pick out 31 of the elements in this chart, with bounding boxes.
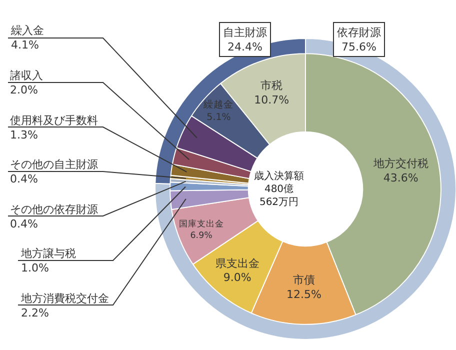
data-label: 43.6% <box>383 171 418 184</box>
slice-label: 地方譲与税 <box>20 247 76 260</box>
data-label: 0.4% <box>10 217 38 230</box>
slice-label: 依存財源 <box>337 26 381 39</box>
data-label: 24.4% <box>228 40 262 54</box>
slice-label: 県支出金 <box>215 256 260 270</box>
data-label: 5.1% <box>206 112 231 123</box>
data-label: 2.2% <box>21 306 49 320</box>
data-label: 2.0% <box>10 83 38 96</box>
data-label: 6.9% <box>190 230 212 241</box>
data-label: 1.3% <box>10 128 38 142</box>
data-label: 0.4% <box>10 172 38 186</box>
slice-label: その他の依存財源 <box>10 203 98 216</box>
data-label: 9.0% <box>223 271 252 284</box>
data-label: 4.1% <box>11 38 39 52</box>
slice-label: 地方交付税 <box>372 157 428 170</box>
slice-label: 国庫支出金 <box>178 218 224 230</box>
data-label: 10.7% <box>254 93 290 106</box>
data-label: 1.0% <box>21 261 49 274</box>
data-label: 75.6% <box>342 40 376 54</box>
text: 歳入決算額 480億 562万円 <box>254 170 304 208</box>
slice-label: 市債 <box>292 273 315 286</box>
slice-label: 地方消費税交付金 <box>20 292 109 305</box>
slice-label: 市税 <box>260 79 283 92</box>
slice-label: 使用料及び手数料 <box>10 114 98 127</box>
slice-label: その他の自主財源 <box>10 158 98 171</box>
slice-label: 諸収入 <box>10 69 43 82</box>
data-label: 12.5% <box>286 288 322 301</box>
slice-label: 繰入金 <box>10 24 44 37</box>
slice-label: 繰越金 <box>202 98 234 111</box>
slice-label: 自主財源 <box>223 26 267 39</box>
